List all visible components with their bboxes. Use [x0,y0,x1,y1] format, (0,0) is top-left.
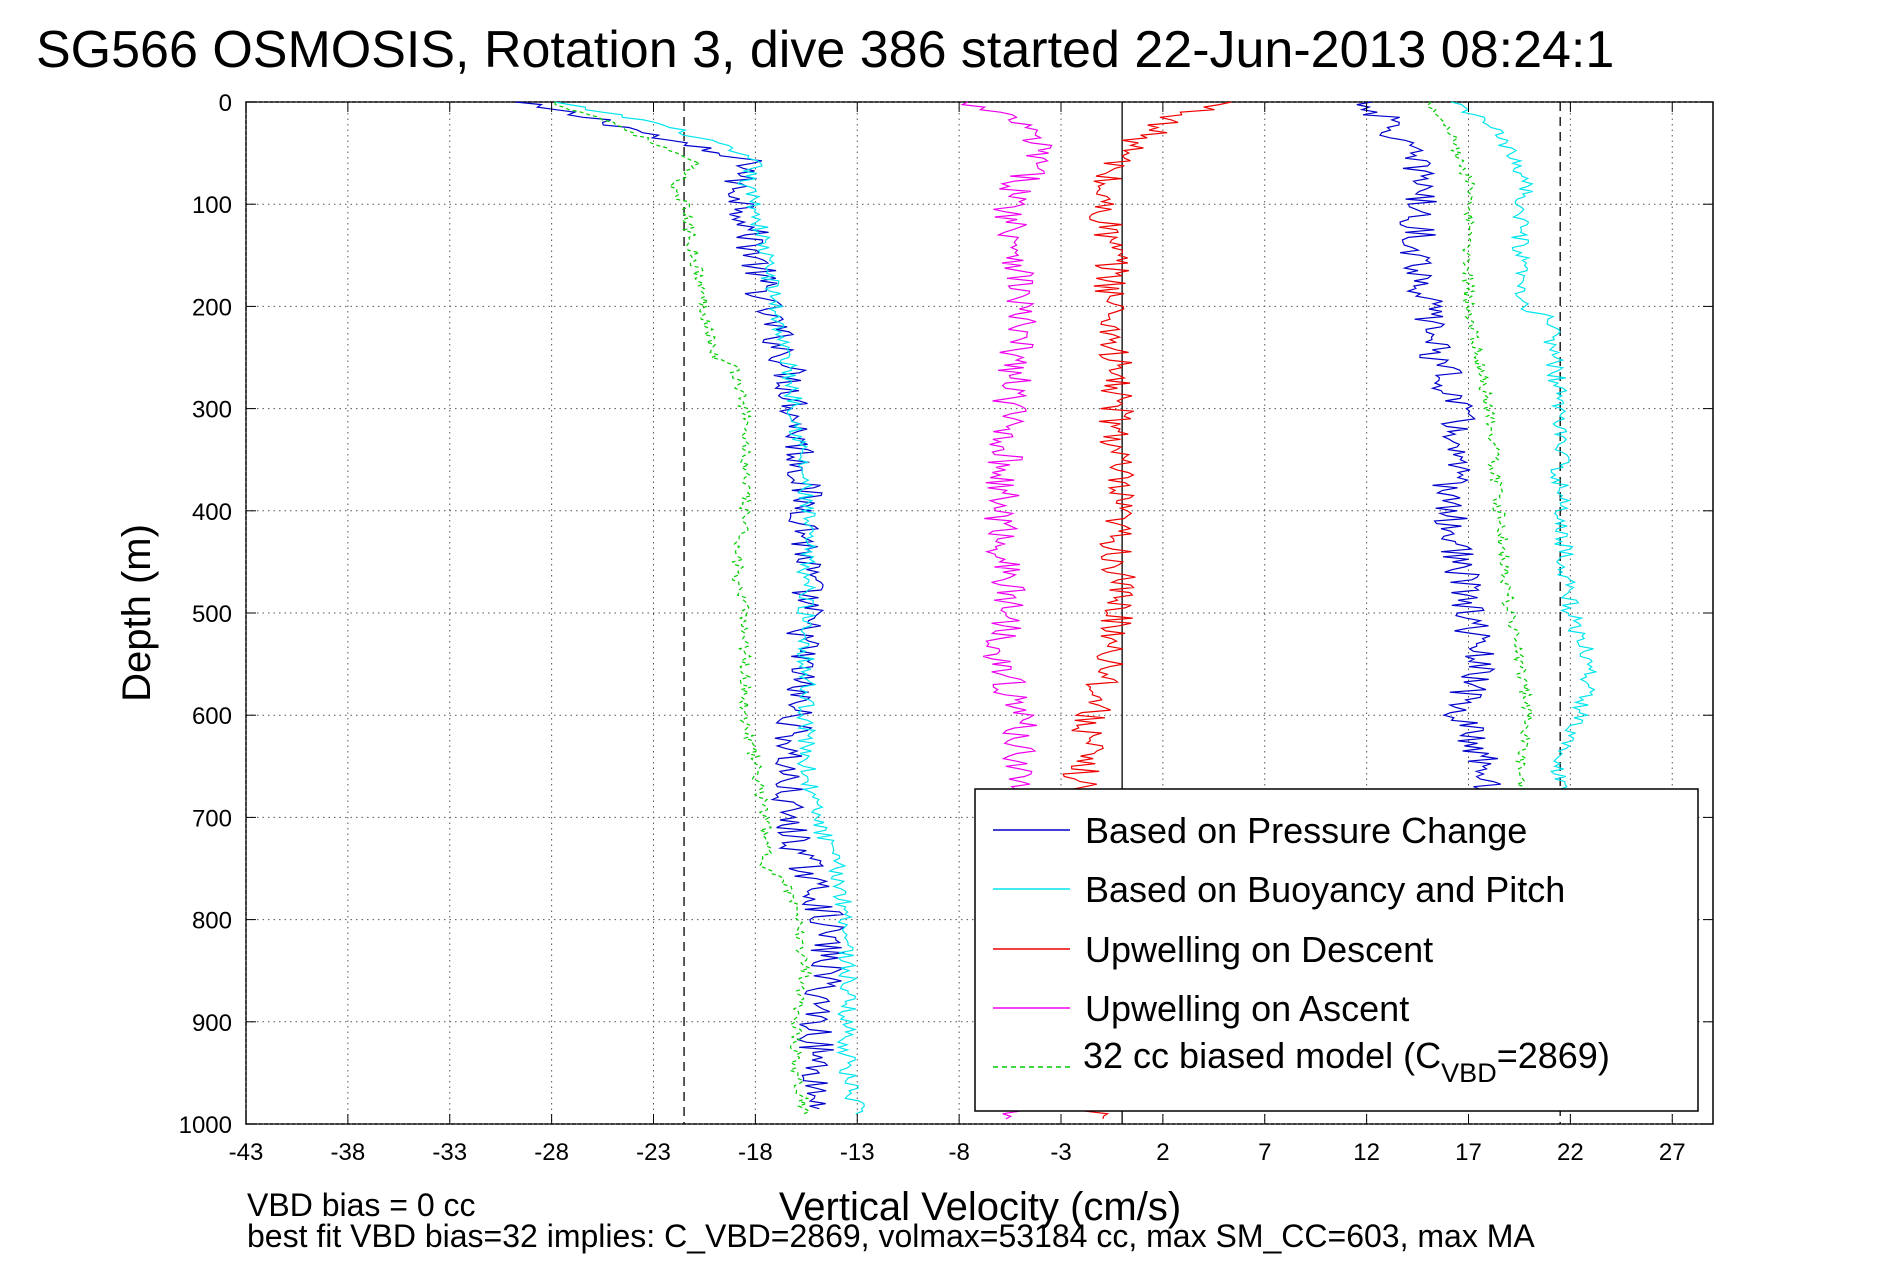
series-line [1356,101,1501,818]
series-line [554,101,813,1115]
y-tick-label: 0 [219,90,232,117]
series-line [515,101,846,1110]
series-line [1451,101,1598,818]
legend-label-pressure-change: Based on Pressure Change [1085,810,1527,851]
x-tick-label: -43 [229,1139,264,1166]
x-tick-label: -23 [636,1139,671,1166]
y-tick-label: 500 [192,601,232,628]
legend-label-biased-model-suffix: =2869) [1497,1035,1610,1076]
x-tick-label: 7 [1258,1139,1271,1166]
best-fit-note: best fit VBD bias=32 implies: C_VBD=2869… [247,1218,1535,1254]
y-tick-label: 400 [192,499,232,526]
x-tick-label: 2 [1156,1139,1169,1166]
x-tick-label: 17 [1455,1139,1482,1166]
y-tick-label: 800 [192,908,232,935]
y-tick-label: 900 [192,1010,232,1037]
legend-label-biased-model-subscript: VBD [1441,1058,1497,1088]
legend-box [974,788,1699,1112]
x-tick-label: -33 [432,1139,467,1166]
y-tick-label: 600 [192,703,232,730]
y-tick-label: 200 [192,294,232,321]
y-axis-label: Depth (m) [115,524,159,702]
legend-label-upwelling-ascent: Upwelling on Ascent [1085,988,1409,1029]
series-line [554,101,865,1115]
legend-label-buoyancy-pitch: Based on Buoyancy and Pitch [1085,869,1565,910]
x-tick-label: -13 [840,1139,875,1166]
y-tick-label: 300 [192,397,232,424]
legend: Based on Pressure Change Based on Buoyan… [974,788,1699,1112]
x-tick-label: 22 [1557,1139,1584,1166]
x-axis-label: Vertical Velocity (cm/s) [779,1185,1181,1229]
x-tick-label: -8 [948,1139,969,1166]
x-tick-label: -28 [534,1139,569,1166]
series-line [1427,101,1535,818]
x-tick-label: 27 [1659,1139,1686,1166]
chart-title: SG566 OSMOSIS, Rotation 3, dive 386 star… [36,21,1614,79]
legend-label-biased-model-prefix: 32 cc biased model (C [1083,1035,1441,1076]
y-tick-label: 100 [192,192,232,219]
x-tick-labels: -43 -38 -33 -28 -23 -18 -13 -8 -3 2 7 12 17 22 27 [229,102,1686,1166]
legend-label-upwelling-descent: Upwelling on Descent [1085,929,1433,970]
x-tick-label: -18 [738,1139,773,1166]
legend-label-biased-model: 32 cc biased model (CVBD=2869) [1083,1035,1610,1088]
y-tick-labels: 0 100 200 300 400 500 600 700 800 900 1000 [179,90,1713,1139]
x-tick-label: -38 [331,1139,366,1166]
vbd-bias-note: VBD bias = 0 cc [247,1187,476,1223]
x-tick-label: 12 [1353,1139,1380,1166]
y-tick-label: 1000 [179,1112,232,1139]
x-tick-label: -3 [1050,1139,1071,1166]
y-tick-label: 700 [192,805,232,832]
